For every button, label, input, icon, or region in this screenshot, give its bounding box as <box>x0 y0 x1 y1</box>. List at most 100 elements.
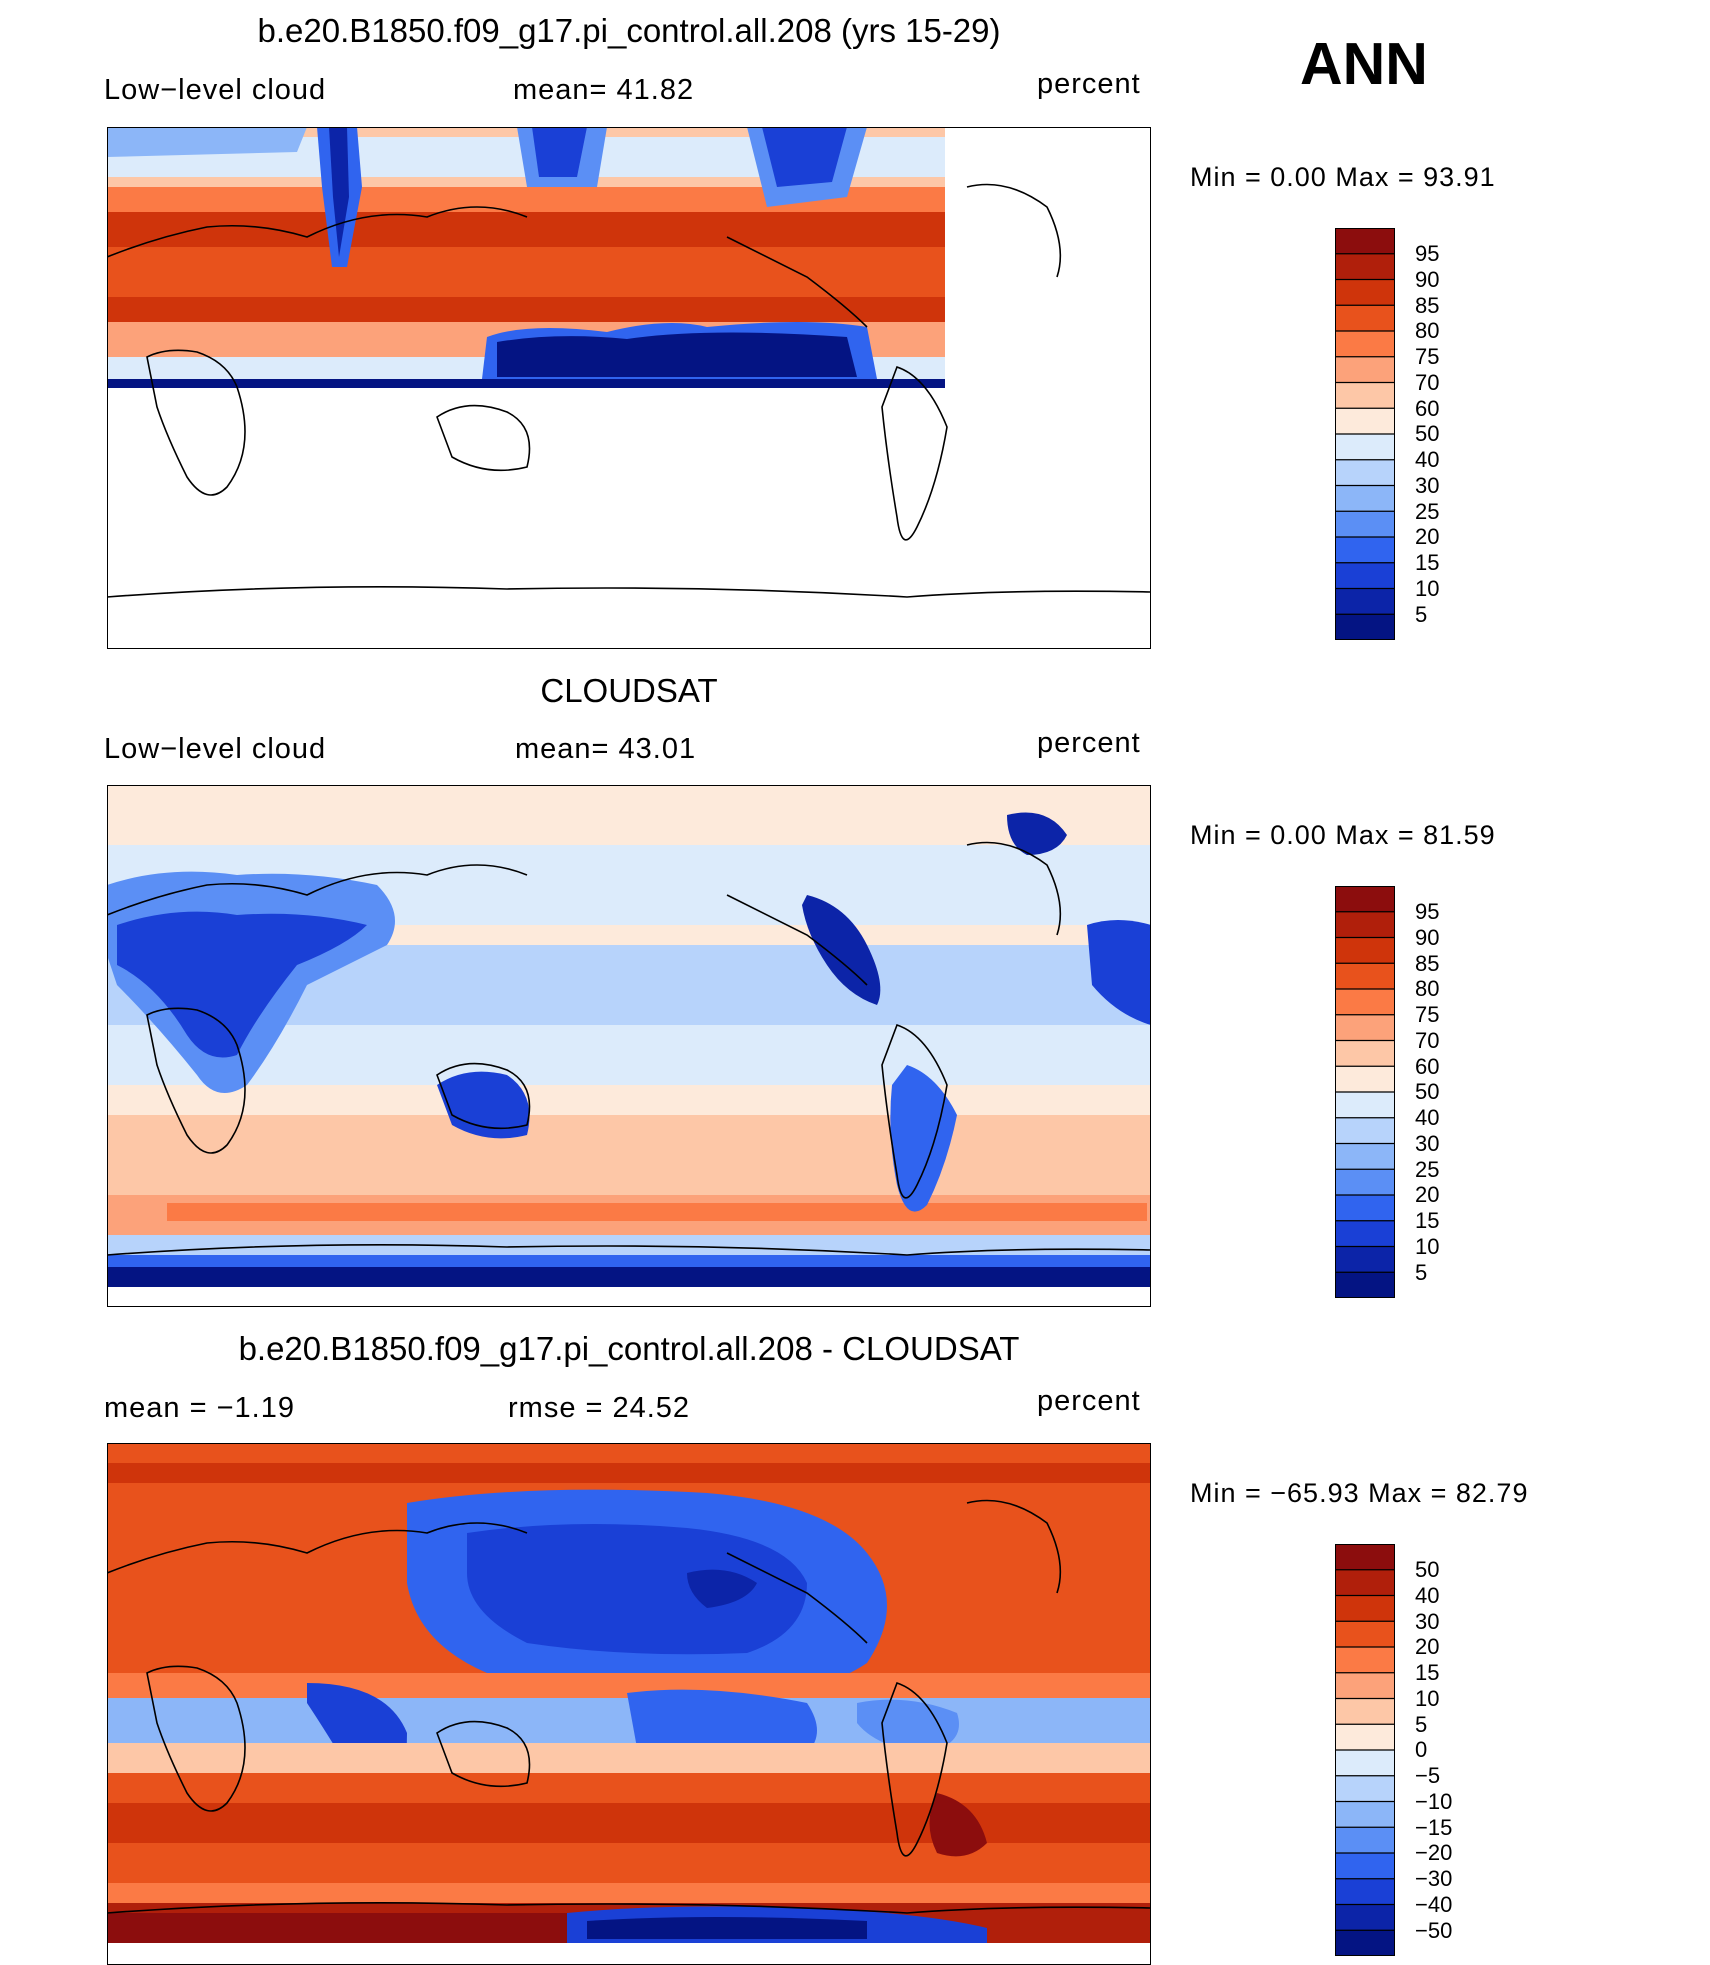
panel-1-colorbar-swatch <box>1335 511 1395 537</box>
panel-1-colorbar-swatch <box>1335 459 1395 486</box>
panel-1-colorbar-tick: 90 <box>1415 266 1440 292</box>
panel-2-colorbar-swatch <box>1335 989 1395 1015</box>
panel-1-colorbar-swatch <box>1335 305 1395 331</box>
panel-3-colorbar-swatch <box>1335 1698 1395 1725</box>
panel-2-colorbar-tick: 75 <box>1415 1002 1440 1027</box>
panel-2-colorbar-swatch <box>1335 1246 1395 1273</box>
panel-1-title: b.e20.B1850.f09_g17.pi_control.all.208 (… <box>257 12 1001 49</box>
panel-1-colorbar-swatch <box>1335 253 1395 280</box>
panel-3-colorbar-swatch <box>1335 1801 1395 1828</box>
panel-3-map <box>107 1443 1151 1965</box>
panel-3-colorbar-swatch <box>1335 1750 1395 1776</box>
season-label: ANN <box>1300 31 1428 97</box>
panel-2-colorbar-swatch <box>1335 1014 1395 1041</box>
panel-2-colorbar-swatch <box>1335 1143 1395 1170</box>
panel-2-colorbar-tick: 30 <box>1415 1130 1440 1156</box>
panel-2-minmax: Min = 0.00 Max = 81.59 <box>1190 820 1496 850</box>
panel-3-colorbar-swatch <box>1335 1672 1395 1699</box>
panel-2-colorbar-swatch <box>1335 963 1395 989</box>
panel-1-colorbar-tick: 70 <box>1415 369 1440 395</box>
panel-3-colorbar-swatch <box>1335 1827 1395 1853</box>
panel-2-colorbar-tick: 10 <box>1415 1233 1440 1259</box>
panel-1-colorbar-tick: 50 <box>1415 421 1440 447</box>
panel-1-colorbar-tick: 20 <box>1415 524 1440 550</box>
panel-1-colorbar-swatch <box>1335 588 1395 615</box>
panel-3-colorbar-swatch <box>1335 1853 1395 1879</box>
panel-3-colorbar-swatch <box>1335 1724 1395 1750</box>
panel-3-colorbar-swatch <box>1335 1775 1395 1802</box>
panel-2-colorbar-tick: 20 <box>1415 1182 1440 1208</box>
panel-2-colorbar-tick: 95 <box>1415 899 1440 924</box>
panel-1-colorbar-swatch <box>1335 537 1395 563</box>
panel-2-colorbar-tick: 85 <box>1415 950 1440 976</box>
panel-2-colorbar-tick: 15 <box>1415 1208 1440 1233</box>
panel-1-mean-label: mean= 41.82 <box>513 74 695 106</box>
panel-1-colorbar-swatch <box>1335 614 1395 640</box>
panel-2-colorbar-swatch <box>1335 1272 1395 1298</box>
panel-2-colorbar-swatch <box>1335 937 1395 964</box>
panel-2-colorbar-tick: 40 <box>1415 1105 1440 1130</box>
panel-1-colorbar-swatch <box>1335 485 1395 512</box>
panel-3-colorbar-swatch <box>1335 1647 1395 1673</box>
panel-2-colorbar-tick: 25 <box>1415 1156 1440 1182</box>
panel-1-colorbar-swatch <box>1335 434 1395 460</box>
panel-2-colorbar-tick: 60 <box>1415 1053 1440 1079</box>
panel-3-colorbar-tick: 40 <box>1415 1582 1440 1608</box>
panel-2-colorbar-svg <box>1334 885 1396 1299</box>
panel-1-minmax: Min = 0.00 Max = 93.91 <box>1190 162 1496 192</box>
panel-2-colorbar <box>1334 885 1396 1303</box>
panel-2-colorbar-swatch <box>1335 1195 1395 1221</box>
panel-1-colorbar-swatch <box>1335 382 1395 409</box>
panel-1-colorbar-swatch <box>1335 331 1395 357</box>
panel-1-colorbar-swatch <box>1335 228 1395 254</box>
panel-1-colorbar-tick: 5 <box>1415 601 1428 627</box>
panel-1-colorbar-tick: 10 <box>1415 575 1440 601</box>
panel-2-colorbar-tick: 5 <box>1415 1259 1428 1285</box>
panel-3-colorbar-tick: −5 <box>1415 1763 1441 1788</box>
panel-2-map <box>107 785 1151 1307</box>
panel-1-colorbar-svg <box>1334 227 1396 641</box>
panel-1-colorbar-tick: 85 <box>1415 292 1440 318</box>
panel-2-colorbar-tick: 70 <box>1415 1027 1440 1053</box>
panel-3-colorbar-tick: −20 <box>1415 1840 1453 1866</box>
panel-3-colorbar-tick: 50 <box>1415 1557 1440 1582</box>
panel-1-colorbar-tick: 15 <box>1415 550 1440 575</box>
panel-1-map-svg <box>107 127 1151 649</box>
panel-3-colorbar-tick: −15 <box>1415 1814 1453 1840</box>
panel-2-colorbar-swatch <box>1335 1092 1395 1118</box>
panel-3-units-label: percent <box>1037 1385 1141 1417</box>
panel-1-colorbar <box>1334 227 1396 645</box>
panel-3-colorbar-swatch <box>1335 1878 1395 1905</box>
panel-2-colorbar-swatch <box>1335 911 1395 938</box>
panel-3-colorbar-swatch <box>1335 1595 1395 1622</box>
panel-1-map <box>107 127 1151 649</box>
panel-3-colorbar-tick: −40 <box>1415 1891 1453 1917</box>
panel-3-colorbar-tick: −10 <box>1415 1788 1453 1814</box>
panel-1-colorbar-swatch <box>1335 408 1395 434</box>
panel-3-minmax: Min = −65.93 Max = 82.79 <box>1190 1478 1529 1508</box>
panel-1-colorbar-swatch <box>1335 562 1395 589</box>
panel-2-colorbar-swatch <box>1335 1040 1395 1067</box>
panel-3-colorbar-svg <box>1334 1543 1396 1957</box>
panel-1-colorbar-tick: 80 <box>1415 318 1440 344</box>
panel-2-colorbar-tick: 50 <box>1415 1079 1440 1105</box>
panel-1-colorbar-swatch <box>1335 279 1395 306</box>
panel-3-map-svg <box>107 1443 1151 1965</box>
panel-3-colorbar-swatch <box>1335 1904 1395 1931</box>
panel-2-colorbar-swatch <box>1335 1117 1395 1144</box>
panel-2-colorbar-tick: 90 <box>1415 924 1440 950</box>
panel-3-colorbar-tick: −50 <box>1415 1917 1453 1943</box>
panel-1-colorbar-tick: 60 <box>1415 395 1440 421</box>
panel-3-colorbar <box>1334 1543 1396 1961</box>
panel-3-colorbar-tick: 5 <box>1415 1711 1428 1737</box>
panel-1-colorbar-tick: 25 <box>1415 498 1440 524</box>
panel-2-variable-label: Low−level cloud <box>104 733 327 765</box>
panel-1-variable-label: Low−level cloud <box>104 74 327 106</box>
panel-1-colorbar-tick: 75 <box>1415 344 1440 369</box>
panel-3-colorbar-tick: 15 <box>1415 1660 1440 1685</box>
panel-2-units-label: percent <box>1037 727 1141 759</box>
panel-1-colorbar-tick: 40 <box>1415 447 1440 472</box>
panel-2-colorbar-swatch <box>1335 1169 1395 1195</box>
panel-3-colorbar-swatch <box>1335 1621 1395 1647</box>
panel-3-title: b.e20.B1850.f09_g17.pi_control.all.208 -… <box>238 1330 1020 1367</box>
